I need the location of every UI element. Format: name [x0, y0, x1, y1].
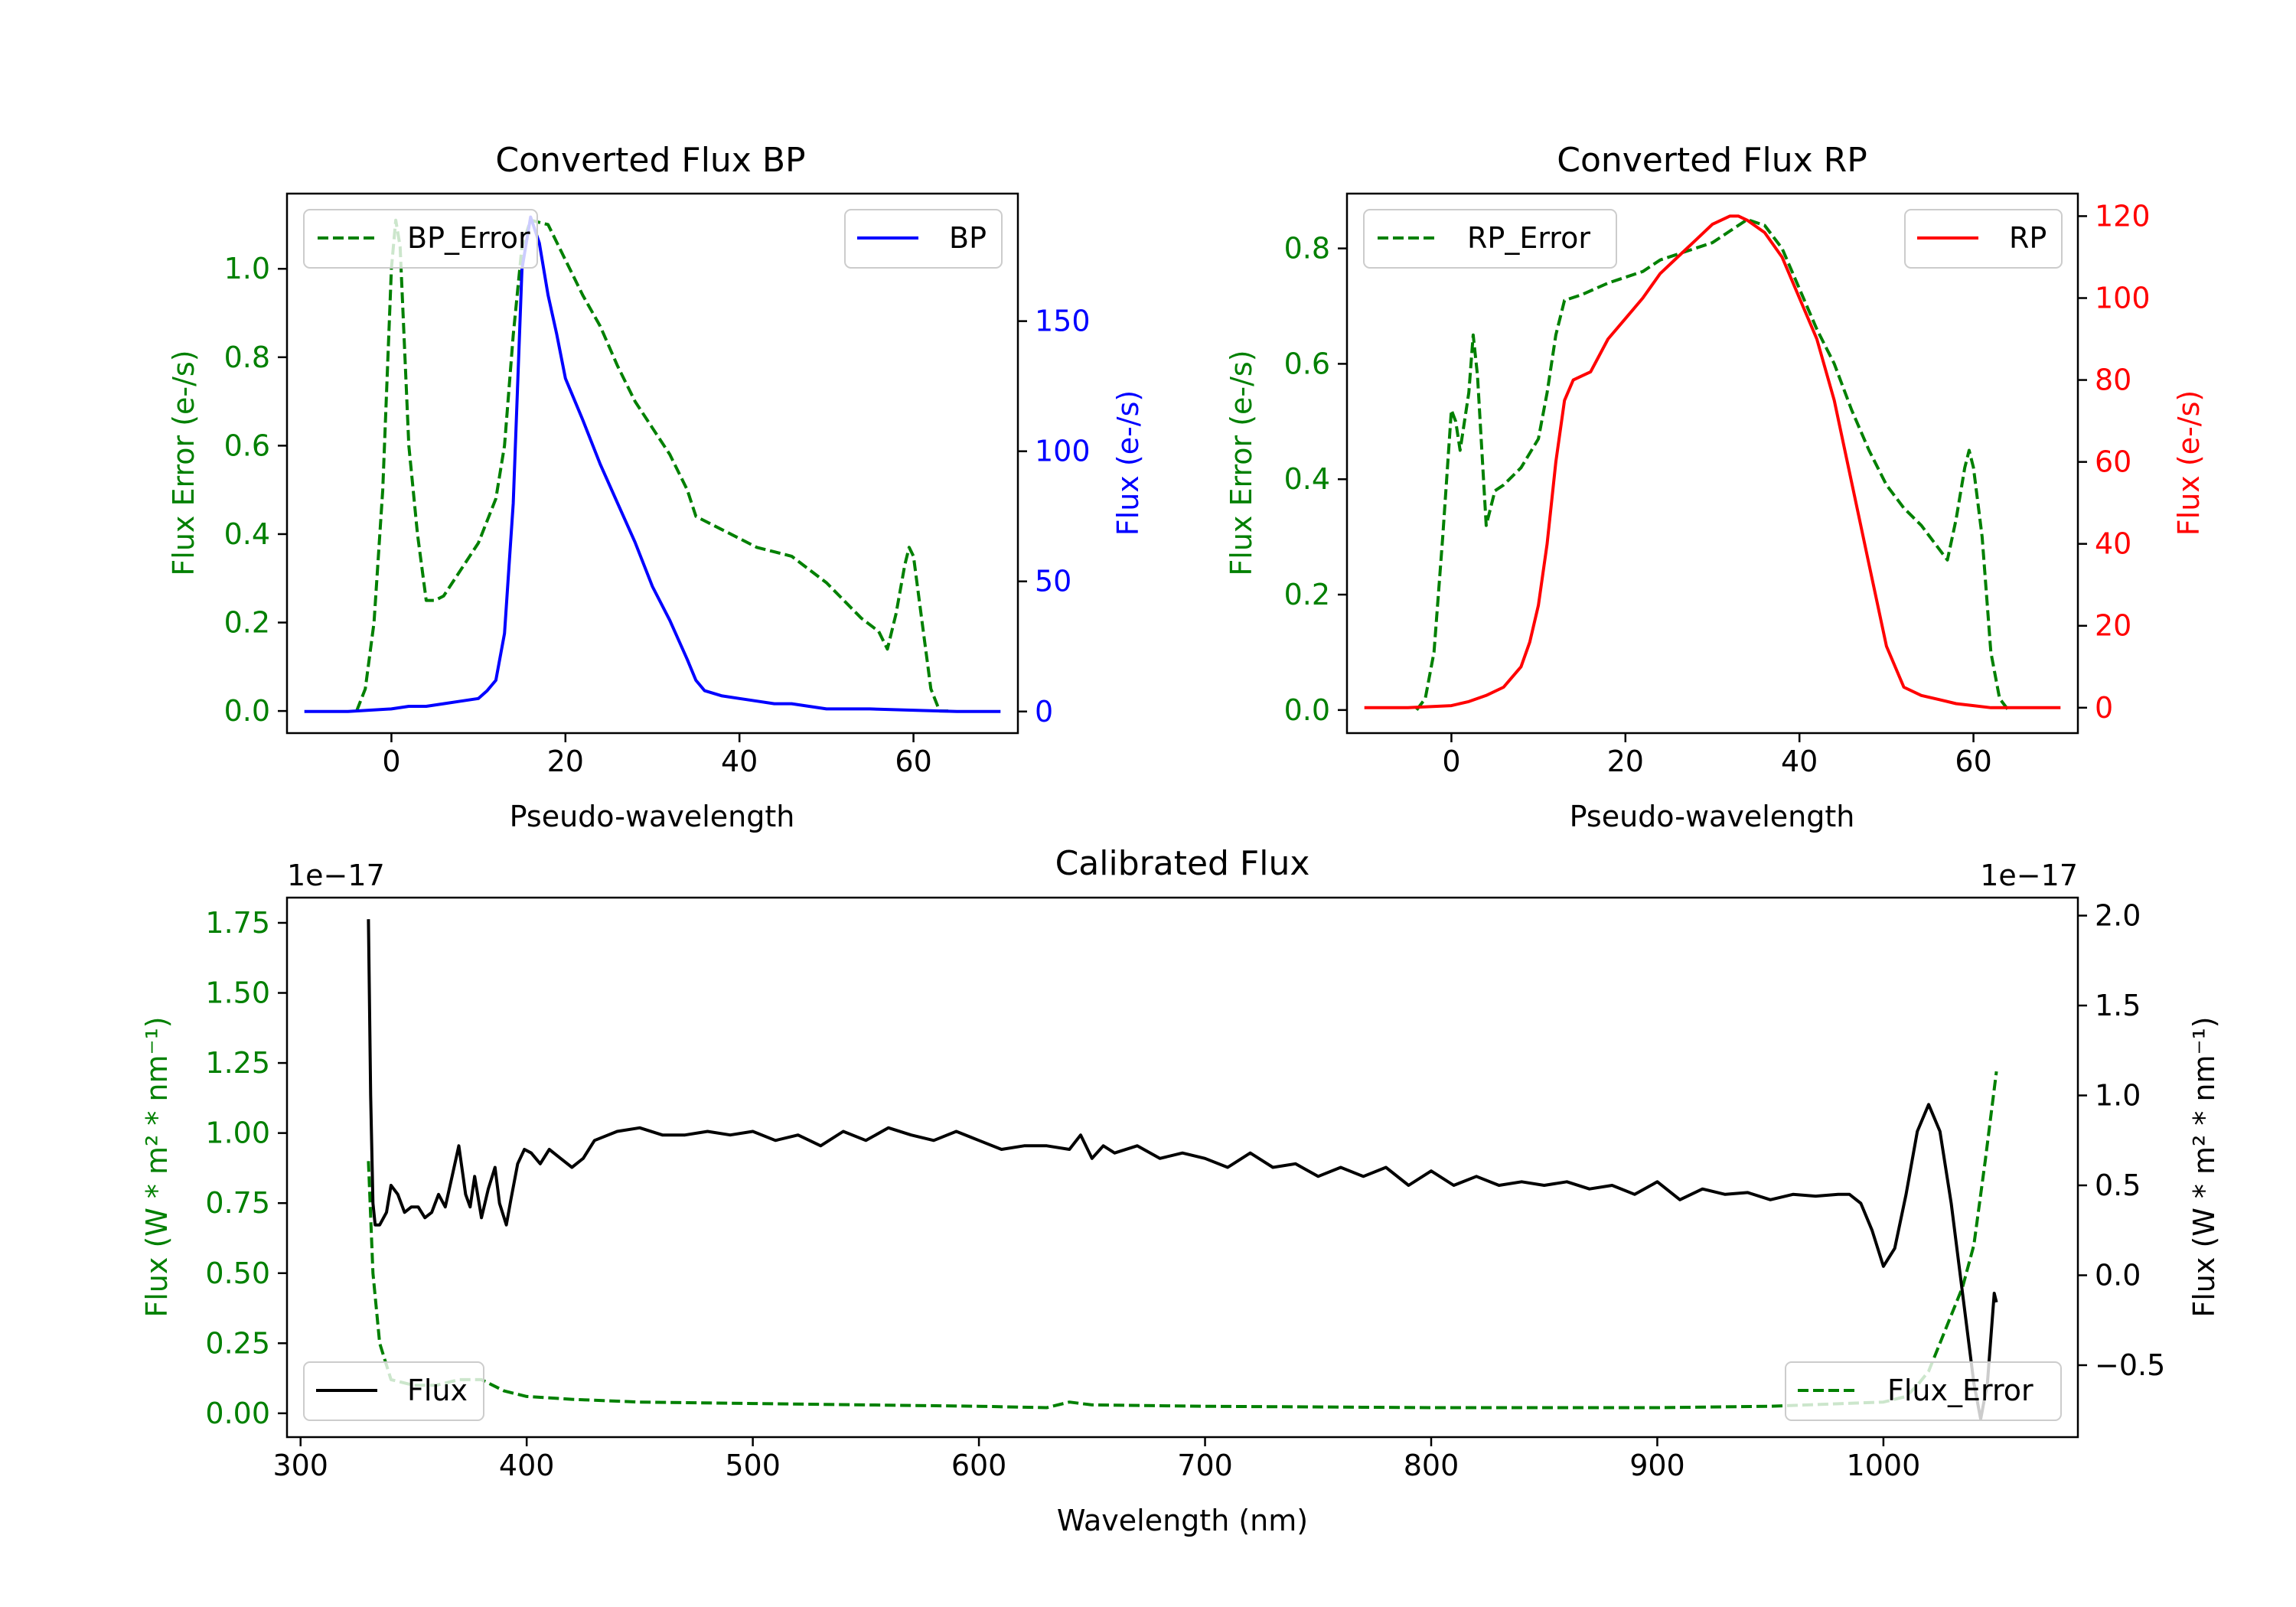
series-rp-error-line [1415, 217, 2010, 712]
y-tick-label-left: 0.8 [1284, 232, 1330, 266]
y-axis-label-right: Flux (W * m² * nm⁻¹) [2187, 1016, 2221, 1317]
y-tick-label-right: 1.0 [2095, 1079, 2141, 1113]
x-tick-label: 60 [895, 745, 931, 778]
y-tick-label-right: 1.5 [2095, 989, 2141, 1022]
x-tick-label: 600 [951, 1449, 1007, 1482]
series-bp-line [304, 215, 1001, 713]
chart-bp: Converted Flux BP 0 20 40 60 0.0 0.2 0.4 0.6 0.… [167, 141, 1145, 833]
y-tick-label-right: 0.0 [2095, 1259, 2141, 1292]
legend-lower-right: Flux_Error [1785, 1361, 2062, 1421]
x-tick-label: 20 [547, 745, 584, 778]
x-tick-label: 800 [1404, 1449, 1459, 1482]
legend-label-rp-error: RP_Error [1467, 221, 1590, 255]
legend-label-rp: RP [2009, 221, 2047, 255]
y-tick-label-left: 1.0 [224, 252, 270, 285]
y-tick-label-left: 0.6 [1284, 347, 1330, 380]
x-axis-label: Pseudo-wavelength [1570, 800, 1855, 833]
legend-upper-left: BP_Error [303, 209, 538, 269]
y-tick-label-right: 50 [1035, 565, 1071, 598]
x-axis-label: Wavelength (nm) [1057, 1504, 1308, 1537]
legend-upper-right: BP [844, 209, 1003, 269]
y-tick-label-left: 0.75 [205, 1186, 270, 1220]
y-tick-label-left: 0.8 [224, 341, 270, 374]
y-tick-label-left: 1.50 [205, 976, 270, 1010]
y-tick-label-left: 1.75 [205, 906, 270, 940]
y-axis-label-right: Flux (e-/s) [1111, 390, 1145, 536]
y-tick-label-right: 20 [2095, 609, 2131, 643]
y-axis-label-left: Flux (W * m² * nm⁻¹) [140, 1016, 174, 1317]
y-axis-label-right: Flux (e-/s) [2172, 390, 2206, 536]
y-tick-label-right: 0.5 [2095, 1169, 2141, 1202]
legend-label-bp: BP [949, 221, 987, 255]
y-axis-label-left: Flux Error (e-/s) [1225, 350, 1258, 575]
legend-upper-right: RP [1904, 209, 2063, 269]
x-tick-label: 1000 [1847, 1449, 1921, 1482]
y-tick-label-right: 120 [2095, 199, 2151, 233]
y-tick-label-left: 0.4 [224, 517, 270, 551]
legend-lower-left: Flux [303, 1361, 484, 1421]
x-tick-label: 400 [499, 1449, 555, 1482]
y-tick-label-left: 0.4 [1284, 462, 1330, 496]
y-tick-label-left: 0.00 [205, 1397, 270, 1430]
y-tick-label-right: 0 [1035, 695, 1053, 729]
x-tick-label: 0 [1442, 745, 1460, 778]
x-tick-label: 900 [1629, 1449, 1685, 1482]
x-tick-label: 500 [725, 1449, 781, 1482]
plot-frame [285, 896, 2079, 1439]
chart-rp: Converted Flux RP 0 20 40 60 0.0 0.2 0.4 0.6 0.… [1225, 141, 2206, 833]
plot-frame [1345, 192, 2079, 735]
legend-label-flux: Flux [407, 1374, 468, 1407]
chart-title: Converted Flux BP [495, 141, 805, 180]
x-tick-label: 40 [721, 745, 758, 778]
x-tick-label: 700 [1177, 1449, 1233, 1482]
x-tick-label: 60 [1955, 745, 1991, 778]
legend-label-flux-error: Flux_Error [1887, 1374, 2033, 1407]
offset-text-left: 1e−17 [287, 859, 385, 892]
y-tick-label-right: 60 [2095, 445, 2131, 479]
y-tick-label-right: 2.0 [2095, 899, 2141, 933]
y-tick-label-left: 0.6 [224, 429, 270, 462]
y-tick-label-right: 100 [2095, 282, 2151, 315]
y-tick-label-right: 40 [2095, 527, 2131, 561]
y-tick-label-left: 0.0 [1284, 693, 1330, 727]
x-tick-label: 0 [382, 745, 400, 778]
y-tick-label-left: 0.2 [224, 606, 270, 640]
y-tick-label-left: 0.50 [205, 1257, 270, 1290]
chart-title: Converted Flux RP [1557, 141, 1867, 180]
y-tick-label-right: 100 [1035, 435, 1091, 468]
x-axis-label: Pseudo-wavelength [510, 800, 795, 833]
chart-title: Calibrated Flux [1055, 844, 1310, 883]
x-tick-label: 40 [1781, 745, 1818, 778]
chart-calibrated: Calibrated Flux 1e−17 1e−17 300 400 500 600… [140, 844, 2221, 1537]
y-tick-label-right: 80 [2095, 363, 2131, 397]
x-tick-label: 300 [272, 1449, 328, 1482]
plot-frame [285, 192, 1019, 735]
y-axis-label-left: Flux Error (e-/s) [167, 350, 201, 575]
series-bp-error-line [355, 218, 948, 713]
y-tick-label-left: 0.2 [1284, 578, 1330, 611]
y-tick-label-left: 1.00 [205, 1116, 270, 1150]
y-tick-label-left: 0.25 [205, 1326, 270, 1360]
legend-upper-left: RP_Error [1363, 209, 1617, 269]
series-rp-line [1364, 214, 2061, 709]
series-flux-line [367, 919, 1998, 1421]
offset-text-right: 1e−17 [1980, 859, 2078, 892]
y-tick-label-left: 0.0 [224, 694, 270, 728]
y-tick-label-left: 1.25 [205, 1046, 270, 1080]
y-tick-label-right: 150 [1035, 305, 1091, 338]
legend-label-bp-error: BP_Error [407, 221, 530, 255]
y-tick-label-right: −0.5 [2095, 1348, 2165, 1382]
x-tick-label: 20 [1607, 745, 1644, 778]
y-tick-label-right: 0 [2095, 691, 2113, 725]
